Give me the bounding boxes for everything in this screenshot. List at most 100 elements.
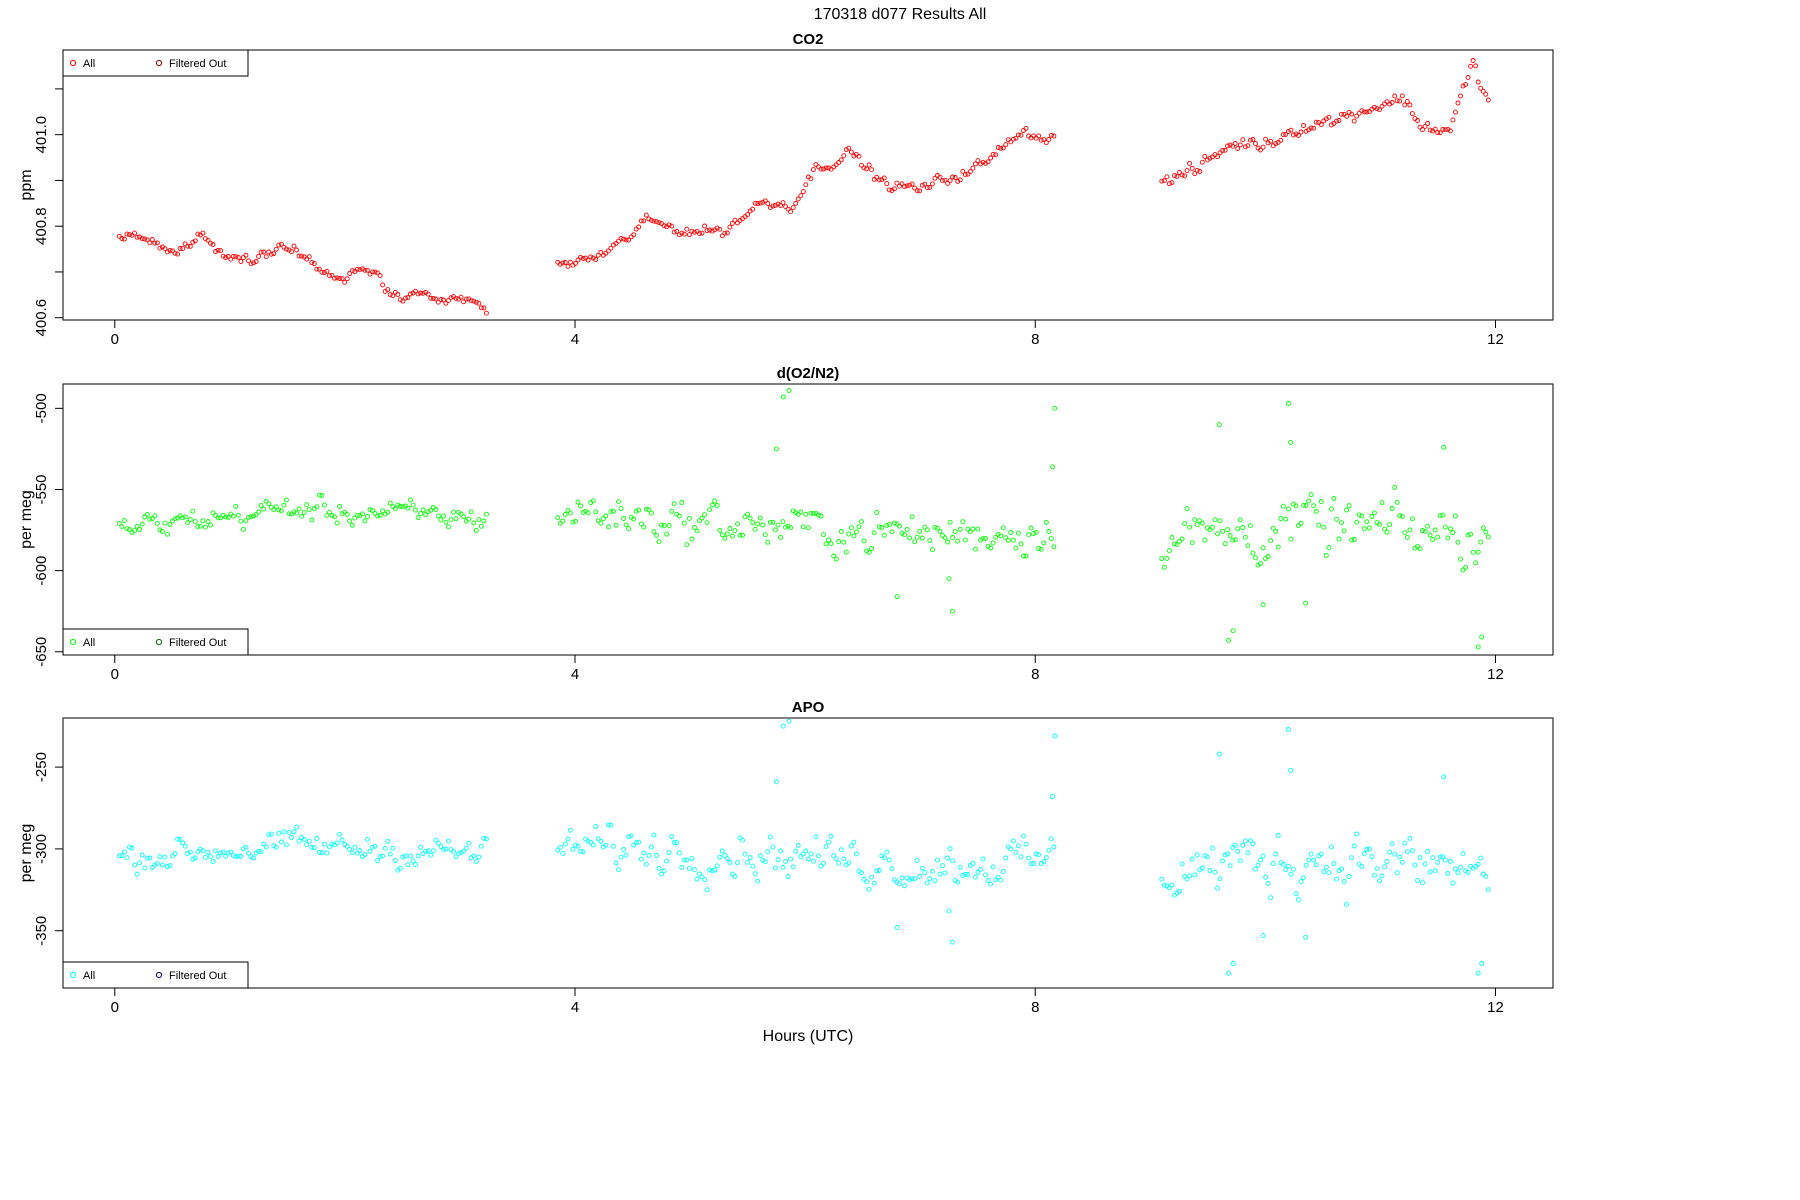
data-point	[810, 511, 816, 517]
data-point	[349, 268, 355, 274]
data-point	[573, 842, 578, 848]
data-point	[1437, 130, 1443, 136]
data-point	[821, 166, 826, 172]
data-point	[278, 241, 284, 247]
data-point	[473, 299, 479, 305]
data-point	[258, 249, 264, 255]
data-point	[139, 236, 145, 242]
data-point	[661, 523, 667, 529]
data-point	[1038, 546, 1044, 552]
data-point	[1470, 549, 1476, 555]
data-point	[585, 510, 591, 516]
data-point	[623, 852, 629, 858]
data-point	[618, 506, 624, 512]
data-point	[301, 510, 307, 516]
data-point	[438, 517, 444, 523]
data-point	[1397, 98, 1403, 104]
data-point	[998, 533, 1004, 539]
data-point	[223, 255, 229, 260]
y-tick-label: -500	[33, 393, 50, 423]
data-point	[724, 230, 730, 236]
data-point	[881, 175, 887, 181]
data-point	[170, 248, 175, 254]
data-point	[1377, 521, 1382, 527]
data-point	[468, 509, 474, 515]
data-point	[902, 184, 907, 189]
data-point	[443, 300, 449, 306]
data-point	[894, 925, 900, 930]
data-point	[1226, 970, 1231, 976]
data-point	[704, 520, 710, 526]
data-point	[1212, 869, 1218, 875]
data-point	[1420, 528, 1425, 533]
data-point	[724, 531, 730, 537]
data-point	[332, 275, 337, 281]
data-point	[856, 524, 862, 530]
data-point	[1311, 125, 1317, 131]
data-point	[397, 503, 403, 509]
data-point	[286, 511, 292, 517]
data-point	[1253, 555, 1258, 561]
data-point	[339, 276, 345, 282]
data-point	[1430, 537, 1436, 542]
plot-frame	[62, 49, 1554, 321]
data-point	[780, 200, 786, 206]
data-point	[1366, 846, 1372, 852]
plot-frame	[62, 383, 1554, 656]
data-point	[266, 832, 272, 838]
data-point	[1301, 123, 1307, 128]
data-point	[1207, 155, 1213, 161]
data-point	[1159, 876, 1165, 882]
data-point	[760, 857, 766, 863]
data-point	[752, 200, 758, 206]
data-point	[400, 504, 406, 510]
data-point	[443, 846, 449, 852]
data-point	[940, 863, 945, 869]
data-point	[357, 267, 363, 273]
data-point	[886, 521, 892, 527]
data-point	[306, 838, 312, 844]
data-point	[1465, 74, 1471, 80]
data-point	[132, 528, 138, 534]
data-point	[889, 529, 895, 535]
data-point	[1222, 541, 1228, 547]
data-point	[960, 519, 966, 525]
data-point	[124, 855, 130, 861]
data-point	[590, 255, 596, 261]
data-point	[423, 512, 429, 518]
data-point	[859, 162, 864, 168]
data-point	[1197, 518, 1203, 524]
data-point	[400, 854, 406, 860]
data-point	[932, 175, 938, 181]
panel-2: APO 0 4 8 12 -350 -300 -250 per meg Hours (UTC) Al…	[18, 699, 1554, 1045]
data-point	[137, 527, 143, 532]
data-point	[180, 515, 186, 521]
data-point	[864, 879, 870, 885]
data-point	[934, 857, 940, 863]
data-point	[278, 839, 284, 845]
data-point	[314, 836, 320, 841]
data-point	[914, 188, 920, 194]
data-point	[142, 514, 148, 520]
x-tick-label: 8	[1031, 666, 1039, 683]
data-point	[889, 866, 895, 872]
data-point	[364, 267, 370, 273]
data-point	[1174, 890, 1180, 896]
data-point	[1435, 859, 1441, 865]
data-point	[304, 842, 310, 848]
data-point	[1440, 126, 1446, 132]
data-point	[1298, 129, 1304, 135]
data-point	[1028, 525, 1034, 531]
data-point	[1290, 132, 1296, 138]
data-point	[869, 167, 875, 173]
data-point	[116, 520, 122, 526]
data-point	[957, 864, 963, 870]
data-point	[316, 266, 322, 272]
data-point	[573, 518, 578, 524]
data-point	[1179, 536, 1185, 542]
data-point	[1018, 854, 1024, 860]
x-tick-label: 12	[1487, 666, 1504, 683]
data-point	[932, 878, 938, 884]
data-point	[805, 525, 811, 531]
